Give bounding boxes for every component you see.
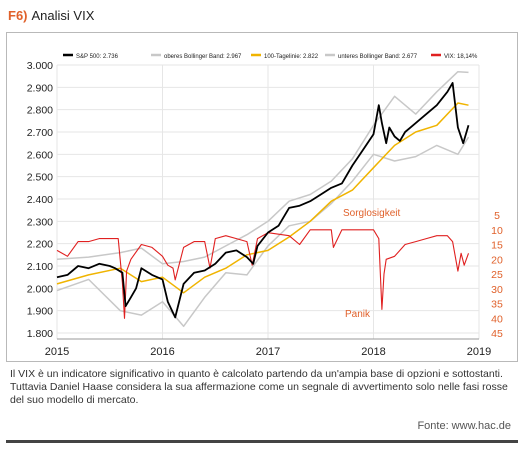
figure-source: Fonte: www.hac.de — [417, 420, 511, 432]
figure-caption: Il VIX è un indicatore significativo in … — [10, 368, 508, 406]
y-left-tick-label: 2.900 — [27, 82, 53, 94]
y-left-tick-label: 2.800 — [27, 105, 53, 117]
y-right-tick-label: 25 — [491, 269, 503, 281]
figure-title: F6) Analisi VIX — [8, 8, 94, 23]
series-line-vix — [56, 229, 470, 319]
y-left-tick-label: 1.900 — [27, 306, 53, 318]
bottom-rule — [6, 440, 518, 443]
legend-label: unteres Bollinger Band: 2.677 — [338, 54, 418, 60]
legend-label: 100-Tagelinie: 2.822 — [264, 54, 319, 60]
y-left-tick-label: 2.100 — [27, 261, 53, 273]
y-left-tick-label: 2.700 — [27, 127, 53, 139]
series-line-100-tagelinie — [56, 102, 469, 294]
y-right-tick-label: 35 — [491, 299, 503, 311]
chart-frame: 1.800 1.900 2.000 2.100 2.200 2.300 2.400 2.500… — [6, 32, 518, 362]
x-tick-label: 2019 — [467, 346, 491, 358]
x-tick-label: 2018 — [361, 346, 385, 358]
annotation-panik: Panik — [345, 309, 371, 320]
series-line-s-p-500 — [56, 82, 470, 319]
y-left-tick-label: 2.500 — [27, 172, 53, 184]
legend-label: oberes Bollinger Band: 2.967 — [164, 54, 242, 60]
y-left-tick-label: 1.800 — [27, 328, 53, 340]
y-right-tick-label: 5 — [494, 210, 500, 222]
annotation-sorglosigkeit: Sorglosigkeit — [343, 208, 400, 219]
y-right-tick-label: 45 — [491, 328, 503, 340]
y-right-tick-label: 20 — [491, 254, 503, 266]
figure-title-text: Analisi VIX — [31, 8, 95, 23]
figure-code: F6) — [8, 8, 28, 23]
y-left-tick-label: 2.600 — [27, 149, 53, 161]
y-right-tick-label: 40 — [491, 313, 503, 325]
y-right-tick-label: 30 — [491, 284, 503, 296]
y-left-tick-label: 3.000 — [27, 60, 53, 72]
y-left-tick-label: 2.300 — [27, 216, 53, 228]
y-left-tick-label: 2.000 — [27, 283, 53, 295]
series-line-oberes-bollinger-band — [56, 70, 469, 265]
y-right-tick-label: 15 — [491, 240, 503, 252]
x-tick-label: 2017 — [256, 346, 280, 358]
legend-label: S&P 500: 2.736 — [76, 54, 119, 60]
y-left-tick-label: 2.200 — [27, 239, 53, 251]
y-right-tick-label: 10 — [491, 225, 503, 237]
legend-label: VIX: 18,14% — [444, 54, 478, 60]
x-tick-label: 2016 — [150, 346, 174, 358]
x-tick-label: 2015 — [45, 346, 69, 358]
y-left-tick-label: 2.400 — [27, 194, 53, 206]
vix-chart: 1.800 1.900 2.000 2.100 2.200 2.300 2.400 2.500… — [27, 53, 503, 358]
series-line-unteres-bollinger-band — [56, 136, 470, 328]
